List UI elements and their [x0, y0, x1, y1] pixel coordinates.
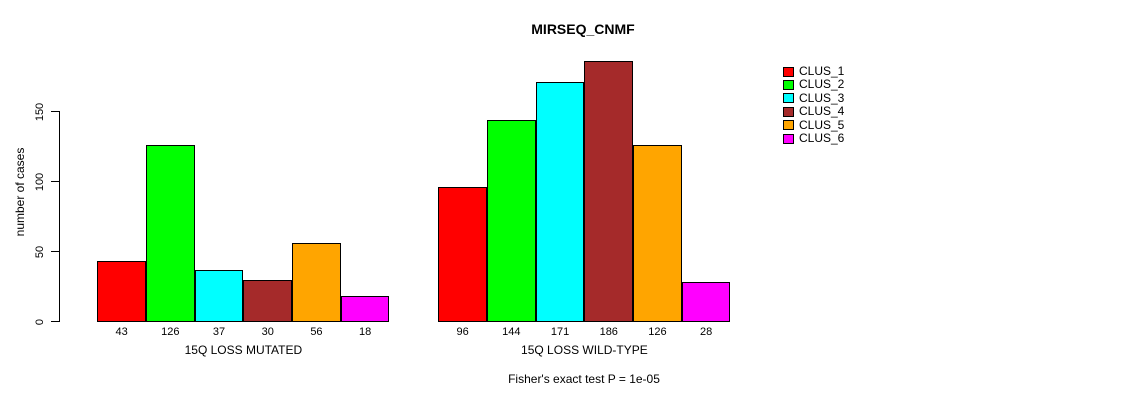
y-tick-mark	[51, 321, 59, 322]
bar-value-label: 43	[115, 326, 128, 338]
bar-clus_3	[535, 82, 585, 322]
bar-clus_3	[194, 269, 244, 322]
legend-label: CLUS_6	[799, 131, 845, 145]
y-tick-label: 0	[34, 318, 46, 325]
bar-value-label: 37	[212, 326, 226, 338]
x-group-label: 15Q LOSS MUTATED	[184, 343, 303, 357]
bar-value-label: 144	[502, 326, 521, 338]
bar-value-label: 186	[599, 326, 618, 338]
legend-item: CLUS_5	[783, 117, 845, 132]
y-tick-label: 100	[34, 172, 46, 191]
bar-clus_5	[633, 145, 682, 322]
bar-clus_1	[97, 261, 146, 322]
legend-swatch-clus_1	[783, 66, 794, 77]
legend-swatch-clus_4	[783, 106, 794, 117]
legend-item: CLUS_6	[783, 131, 845, 145]
bar-value-label: 30	[261, 326, 274, 338]
bar-clus_4	[243, 279, 293, 322]
legend-item: CLUS_1	[783, 64, 845, 78]
legend-label: CLUS_3	[799, 90, 845, 105]
bar-clus_2	[487, 119, 536, 322]
bar-clus_5	[292, 243, 341, 322]
bar-value-label: 126	[161, 326, 180, 338]
legend-swatch-clus_2	[783, 79, 794, 90]
legend-label: CLUS_2	[799, 77, 845, 92]
y-tick-label: 50	[34, 245, 46, 258]
bar-clus_6	[340, 296, 390, 322]
legend-label: CLUS_1	[799, 64, 845, 78]
bar-value-label: 18	[359, 326, 372, 338]
legend-swatch-clus_6	[783, 133, 794, 144]
bar-clus_6	[681, 282, 731, 322]
chart-title: MIRSEQ_CNMF	[531, 21, 635, 37]
bar-value-label: 28	[700, 326, 713, 338]
x-group-label: 15Q LOSS WILD-TYPE	[521, 343, 648, 357]
bar-value-label: 126	[648, 326, 667, 338]
legend-item: CLUS_3	[783, 90, 845, 105]
legend-item: CLUS_4	[783, 104, 845, 119]
bar-clus_4	[584, 61, 634, 322]
footer-note: Fisher's exact test P = 1e-05	[508, 372, 660, 386]
bar-value-label: 171	[550, 326, 570, 338]
legend-label: CLUS_5	[799, 117, 845, 132]
y-axis-label: number of cases	[13, 147, 27, 237]
y-tick-mark	[51, 251, 59, 252]
bar-value-label: 56	[310, 326, 323, 338]
bar-value-label: 96	[456, 326, 469, 338]
legend-swatch-clus_5	[783, 120, 794, 131]
y-tick-mark	[51, 111, 59, 112]
y-tick-mark	[51, 181, 59, 182]
legend-swatch-clus_3	[783, 93, 794, 104]
y-tick-label: 150	[34, 102, 46, 121]
legend-label: CLUS_4	[799, 104, 845, 119]
bar-clus_2	[146, 145, 195, 322]
legend-item: CLUS_2	[783, 77, 845, 92]
bar-clus_1	[438, 187, 487, 322]
y-axis-line	[59, 111, 60, 322]
